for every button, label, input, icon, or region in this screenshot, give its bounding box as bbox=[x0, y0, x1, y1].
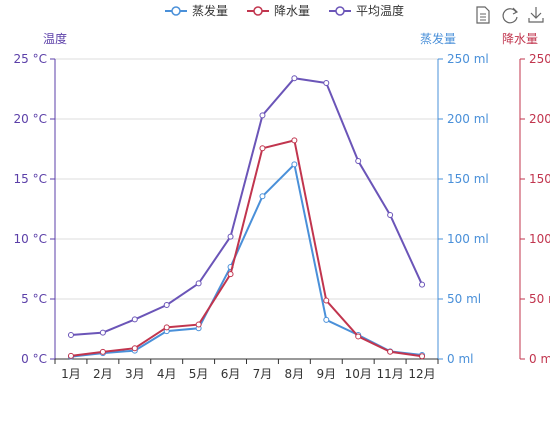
data-point[interactable] bbox=[227, 233, 234, 240]
temp-tick-label: 20 °C bbox=[14, 112, 47, 126]
rain-axis-name: 降水量 bbox=[502, 32, 538, 46]
series-line bbox=[70, 139, 423, 358]
legend-marker[interactable] bbox=[171, 6, 181, 16]
data-point[interactable] bbox=[419, 353, 426, 360]
data-point[interactable] bbox=[163, 324, 170, 331]
evap-axis-name: 蒸发量 bbox=[420, 31, 456, 46]
rain-tick-label: 50 ml bbox=[529, 292, 550, 306]
legend-label[interactable]: 降水量 bbox=[274, 4, 310, 18]
series-line bbox=[70, 162, 423, 358]
data-point[interactable] bbox=[355, 158, 362, 164]
temp-axis-name: 温度 bbox=[43, 31, 67, 46]
data-point[interactable] bbox=[195, 321, 202, 328]
temp-tick-label: 25 °C bbox=[14, 52, 47, 66]
evap-tick-label: 100 ml bbox=[447, 232, 489, 246]
rain-tick-label: 150 ml bbox=[529, 172, 550, 186]
rain-tick-label: 100 ml bbox=[529, 232, 550, 246]
x-tick-label: 5月 bbox=[189, 367, 209, 381]
evap-tick-label: 200 ml bbox=[447, 112, 489, 126]
series-line bbox=[70, 77, 423, 336]
data-point[interactable] bbox=[323, 80, 330, 86]
evap-tick-label: 250 ml bbox=[447, 52, 489, 66]
evap-tick-label: 0 ml bbox=[447, 352, 473, 366]
data-point[interactable] bbox=[67, 332, 74, 338]
x-tick-label: 6月 bbox=[221, 367, 241, 381]
save-image-icon[interactable] bbox=[528, 7, 544, 23]
temp-tick-label: 0 °C bbox=[21, 352, 47, 366]
data-point[interactable] bbox=[323, 316, 330, 323]
rain-tick-label: 0 ml bbox=[529, 352, 550, 366]
temp-tick-label: 5 °C bbox=[21, 292, 47, 306]
rain-tick-label: 200 ml bbox=[529, 112, 550, 126]
data-point[interactable] bbox=[419, 281, 426, 288]
data-point[interactable] bbox=[259, 193, 266, 200]
data-view-icon[interactable] bbox=[476, 6, 490, 24]
restore-icon[interactable] bbox=[502, 7, 519, 24]
legend-label[interactable]: 平均温度 bbox=[356, 3, 404, 18]
data-point[interactable] bbox=[291, 137, 298, 144]
x-tick-label: 11月 bbox=[376, 367, 403, 381]
data-point[interactable] bbox=[67, 352, 74, 359]
x-tick-label: 7月 bbox=[253, 367, 273, 381]
rain-tick-label: 250 ml bbox=[529, 52, 550, 66]
x-tick-label: 4月 bbox=[157, 367, 177, 381]
data-point[interactable] bbox=[195, 280, 202, 287]
data-point[interactable] bbox=[291, 75, 298, 82]
legend-marker[interactable] bbox=[335, 6, 345, 16]
legend-marker[interactable] bbox=[253, 6, 263, 16]
x-tick-label: 1月 bbox=[61, 367, 81, 381]
x-tick-label: 9月 bbox=[316, 367, 336, 381]
evap-tick-label: 150 ml bbox=[447, 172, 489, 186]
data-point[interactable] bbox=[387, 348, 394, 355]
legend-label[interactable]: 蒸发量 bbox=[192, 3, 228, 18]
data-point[interactable] bbox=[259, 145, 266, 152]
data-point[interactable] bbox=[387, 212, 394, 218]
temp-tick-label: 10 °C bbox=[14, 232, 47, 246]
temp-tick-label: 15 °C bbox=[14, 172, 47, 186]
data-point[interactable] bbox=[131, 316, 138, 323]
data-point[interactable] bbox=[291, 161, 298, 168]
x-tick-label: 10月 bbox=[345, 367, 372, 381]
x-tick-label: 2月 bbox=[93, 367, 113, 381]
data-point[interactable] bbox=[131, 345, 138, 352]
data-point[interactable] bbox=[99, 348, 106, 355]
data-point[interactable] bbox=[355, 333, 362, 340]
data-point[interactable] bbox=[323, 297, 330, 304]
evap-tick-label: 50 ml bbox=[447, 292, 481, 306]
x-tick-label: 8月 bbox=[285, 367, 305, 381]
x-tick-label: 3月 bbox=[125, 367, 145, 381]
data-point[interactable] bbox=[227, 271, 234, 278]
data-point[interactable] bbox=[99, 329, 106, 336]
x-tick-label: 12月 bbox=[408, 367, 435, 381]
data-point[interactable] bbox=[259, 112, 266, 119]
data-point[interactable] bbox=[163, 302, 170, 308]
